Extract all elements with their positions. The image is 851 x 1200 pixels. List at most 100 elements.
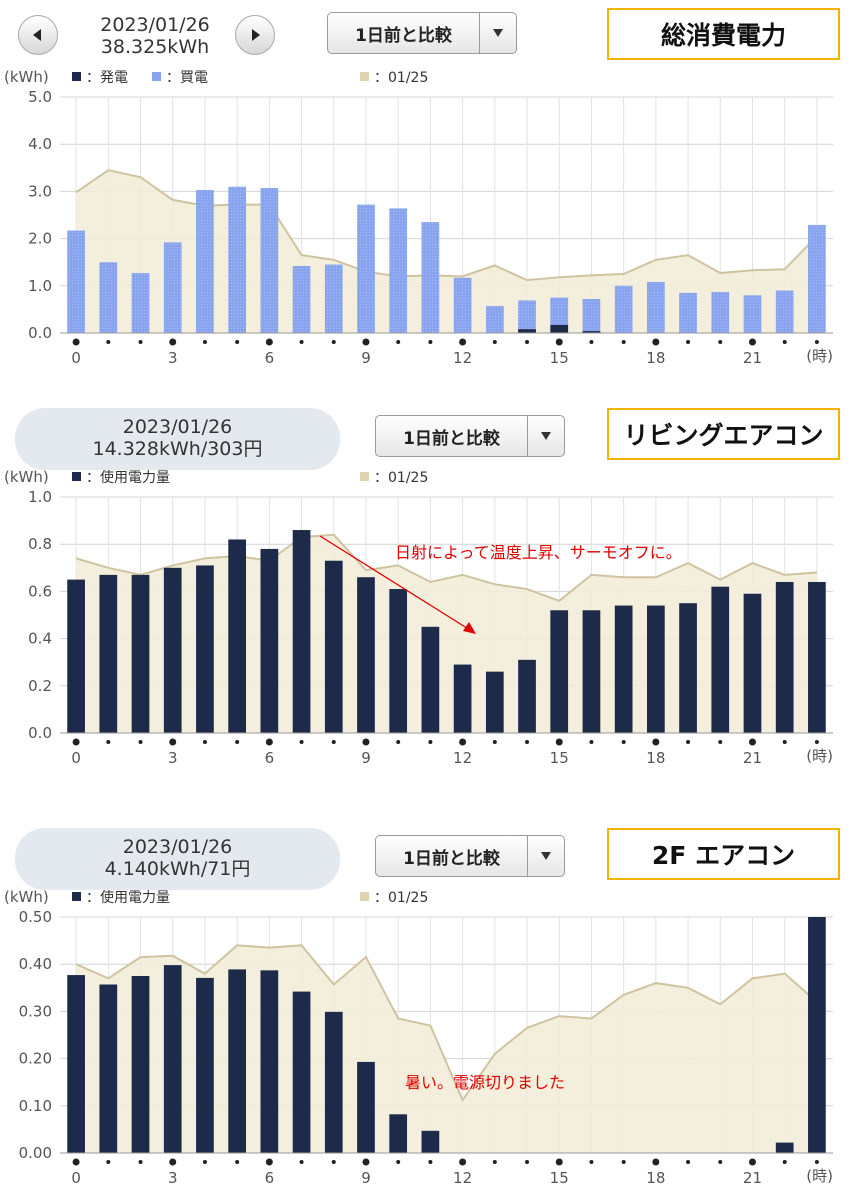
compare-dropdown[interactable]: 1日前と比較 bbox=[375, 415, 565, 457]
x-tick-dot bbox=[299, 1160, 304, 1164]
x-tick-dot bbox=[492, 340, 497, 344]
x-tick-dot bbox=[555, 338, 563, 346]
x-tick-label: 0 bbox=[71, 749, 81, 767]
x-tick-dot bbox=[686, 340, 691, 344]
x-tick-dot bbox=[782, 1160, 787, 1164]
previous-day-button[interactable] bbox=[18, 15, 58, 55]
chart-canvas: ：発電 ：買電 ：01/25 (kWh) 0.0 1.0 2.0 3.0 4.0 5.0 0 3 6 9 1… bbox=[4, 70, 833, 367]
x-tick-dot bbox=[362, 738, 370, 746]
compare-dropdown[interactable]: 1日前と比較 bbox=[327, 12, 517, 54]
bar-purchased-12 bbox=[453, 277, 472, 333]
bar-usage-2 bbox=[131, 574, 150, 733]
bar-purchased-22 bbox=[775, 290, 794, 333]
x-tick-dot bbox=[748, 1158, 756, 1166]
chart-canvas: ：使用電力量 ：01/25 (kWh) 0.0 0.2 0.4 0.6 0.8 1.0 0 3 6 9 1… bbox=[4, 470, 833, 767]
x-tick-label: 15 bbox=[550, 349, 569, 367]
x-tick-dot bbox=[459, 338, 467, 346]
right-triangle-icon bbox=[252, 29, 260, 41]
bar-usage-8 bbox=[324, 560, 343, 733]
x-tick-dot bbox=[686, 1160, 691, 1164]
bar-usage-23 bbox=[808, 917, 826, 1153]
bar-usage-11 bbox=[421, 626, 440, 733]
x-tick-dot bbox=[492, 1160, 497, 1164]
dropdown-toggle[interactable] bbox=[479, 13, 516, 53]
x-tick-dot bbox=[331, 1160, 336, 1164]
x-tick-dot bbox=[138, 340, 143, 344]
x-tick-label: 3 bbox=[168, 1169, 178, 1187]
x-tick-label: 0 bbox=[71, 349, 81, 367]
x-tick-dot bbox=[106, 340, 111, 344]
x-tick-dot bbox=[299, 740, 304, 744]
x-tick-label: 9 bbox=[361, 1169, 371, 1187]
x-tick-dot bbox=[525, 740, 530, 744]
legend-label: ：買電 bbox=[166, 70, 208, 86]
comparison-line bbox=[75, 944, 818, 1103]
x-tick-dot bbox=[362, 338, 370, 346]
x-tick-dot bbox=[525, 340, 530, 344]
x-tick-dot bbox=[686, 740, 691, 744]
bar-purchased-17 bbox=[614, 285, 633, 333]
x-tick-dot bbox=[106, 740, 111, 744]
y-tick-label: 1.0 bbox=[28, 488, 52, 506]
bar-purchased-8 bbox=[324, 264, 343, 333]
x-tick-label: 15 bbox=[550, 749, 569, 767]
bar-usage-21 bbox=[743, 593, 762, 733]
date-label: 2023/01/26 bbox=[122, 836, 233, 858]
dropdown-toggle[interactable] bbox=[527, 836, 564, 876]
dropdown-toggle[interactable] bbox=[527, 416, 564, 456]
bar-purchased-13 bbox=[485, 306, 504, 333]
x-tick-dot bbox=[235, 740, 240, 744]
annotation-arrow bbox=[319, 535, 471, 631]
x-tick-dot bbox=[235, 1160, 240, 1164]
x-tick-dot bbox=[589, 340, 594, 344]
panel-header: 2023/01/26 14.328kWh/303円 1日前と比較 リビングエアコン bbox=[0, 400, 851, 470]
legend-marker bbox=[360, 472, 369, 481]
y-unit-label: (kWh) bbox=[4, 70, 49, 86]
x-tick-dot bbox=[718, 1160, 723, 1164]
compare-dropdown[interactable]: 1日前と比較 bbox=[375, 835, 565, 877]
bar-purchased-7 bbox=[292, 265, 311, 333]
x-tick-dot bbox=[169, 338, 177, 346]
x-tick-dot bbox=[492, 740, 497, 744]
annotation-note: 日射によって温度上昇、サーモオフに。 bbox=[395, 543, 682, 562]
bar-usage-11 bbox=[421, 1130, 440, 1153]
x-tick-dot bbox=[814, 340, 819, 344]
date-summary: 2023/01/26 4.140kWh/71円 bbox=[15, 828, 340, 890]
comparison-line bbox=[75, 533, 817, 602]
x-tick-dot bbox=[72, 738, 80, 746]
y-unit-label: (kWh) bbox=[4, 890, 49, 906]
y-tick-label: 0.20 bbox=[19, 1050, 52, 1068]
bar-usage-0 bbox=[67, 579, 85, 733]
x-tick-dot bbox=[459, 1158, 467, 1166]
chart-canvas: ：使用電力量 ：01/25 (kWh) 0.00 0.10 0.20 0.30 0.40 0.5… bbox=[4, 890, 833, 1187]
y-tick-label: 2.0 bbox=[28, 230, 52, 248]
bar-usage-3 bbox=[163, 965, 182, 1153]
x-tick-label: 6 bbox=[265, 349, 275, 367]
x-tick-dot bbox=[782, 340, 787, 344]
bar-purchased-11 bbox=[421, 222, 440, 333]
y-tick-label: 0.2 bbox=[28, 677, 52, 695]
bar-usage-9 bbox=[357, 577, 375, 733]
left-triangle-icon bbox=[33, 29, 41, 41]
y-tick-label: 0.00 bbox=[19, 1144, 52, 1162]
legend-marker bbox=[72, 72, 81, 81]
x-tick-dot bbox=[589, 740, 594, 744]
x-tick-dot bbox=[718, 340, 723, 344]
y-tick-label: 1.0 bbox=[28, 277, 52, 295]
bar-purchased-14 bbox=[518, 300, 536, 333]
x-tick-label: 21 bbox=[743, 1169, 762, 1187]
chart-panel-1: 2023/01/26 38.325kWh 1日前と比較 総消費電力 ：発電 ：買電 ：01/… bbox=[0, 0, 851, 400]
legend-label: ：01/25 bbox=[374, 70, 428, 86]
x-tick-dot bbox=[202, 340, 207, 344]
legend-label: ：01/25 bbox=[374, 470, 428, 486]
bar-usage-5 bbox=[228, 539, 247, 733]
x-tick-dot bbox=[331, 340, 336, 344]
date-label: 2023/01/26 bbox=[122, 416, 233, 438]
x-tick-dot bbox=[202, 1160, 207, 1164]
annotation-note: 暑い。電源切りました bbox=[405, 1073, 565, 1092]
next-day-button[interactable] bbox=[235, 15, 275, 55]
x-tick-dot bbox=[621, 1160, 626, 1164]
date-label: 2023/01/26 bbox=[100, 14, 210, 36]
x-tick-label: 6 bbox=[265, 1169, 275, 1187]
y-tick-label: 0.4 bbox=[28, 630, 52, 648]
